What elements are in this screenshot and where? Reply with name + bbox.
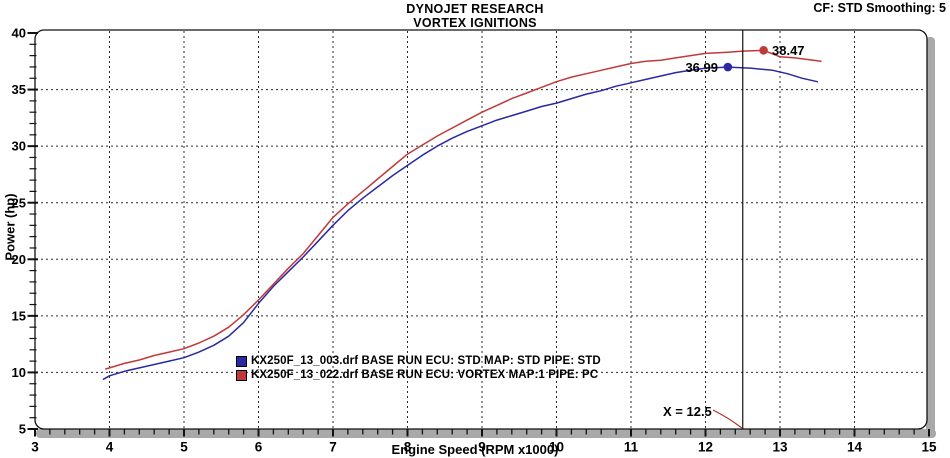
x-tick-label: 8 bbox=[404, 440, 412, 455]
x-tick-label: 12 bbox=[698, 440, 713, 455]
correction-smoothing-status: CF: STD Smoothing: 5 bbox=[813, 1, 946, 15]
x-tick-label: 10 bbox=[549, 440, 564, 455]
y-tick-label: 25 bbox=[12, 195, 26, 210]
chart-title: DYNOJET RESEARCH bbox=[406, 2, 544, 16]
x-tick-label: 7 bbox=[329, 440, 337, 455]
right-frame-shadow bbox=[926, 37, 935, 435]
y-tick-label: 5 bbox=[19, 422, 26, 437]
y-axis-title: Power (hp) bbox=[2, 193, 18, 261]
legend-item-vortex-run: KX250F_13_022.drf BASE RUN ECU: VORTEX M… bbox=[236, 369, 598, 381]
peak-power-label-std: 36.99 bbox=[685, 60, 718, 75]
x-axis-band bbox=[36, 429, 936, 438]
y-tick-label: 10 bbox=[12, 365, 26, 380]
y-tick-label: 30 bbox=[12, 139, 26, 154]
y-tick-label: 35 bbox=[12, 82, 26, 97]
x-tick-label: 13 bbox=[772, 440, 788, 455]
y-tick-label: 20 bbox=[12, 252, 26, 267]
peak-dot-vortex bbox=[759, 46, 768, 55]
cursor-pointer-line bbox=[712, 409, 743, 429]
x-axis-title: Engine Speed (RPM x1000) bbox=[391, 442, 559, 457]
x-tick-label: 9 bbox=[478, 440, 486, 455]
peak-dot-std bbox=[723, 62, 733, 72]
x-tick-label: 5 bbox=[180, 440, 188, 455]
peak-power-label-vortex: 38.47 bbox=[772, 43, 805, 58]
legend-swatch-blue-icon bbox=[236, 355, 247, 367]
legend-item-std-run: KX250F_13_003.drf BASE RUN ECU: STD MAP:… bbox=[236, 355, 601, 367]
power-curve-vortex bbox=[105, 49, 822, 370]
x-tick-label: 11 bbox=[624, 440, 639, 455]
chart-subtitle: VORTEX IGNITIONS bbox=[413, 16, 537, 30]
legend-swatch-red-icon bbox=[236, 369, 247, 381]
legend-label-std-run: KX250F_13_003.drf BASE RUN ECU: STD MAP:… bbox=[251, 355, 601, 367]
x-tick-label: 14 bbox=[847, 440, 863, 455]
y-tick-label: 15 bbox=[12, 308, 26, 323]
legend-label-vortex-run: KX250F_13_022.drf BASE RUN ECU: VORTEX M… bbox=[251, 369, 599, 381]
power-curve-std bbox=[102, 66, 819, 380]
x-tick-label: 3 bbox=[31, 440, 39, 455]
x-tick-label: 4 bbox=[106, 440, 114, 455]
x-tick-label: 15 bbox=[921, 440, 937, 455]
y-tick-label: 40 bbox=[12, 26, 26, 41]
cursor-position-label: X = 12.5 bbox=[663, 404, 712, 419]
x-tick-label: 6 bbox=[255, 440, 263, 455]
